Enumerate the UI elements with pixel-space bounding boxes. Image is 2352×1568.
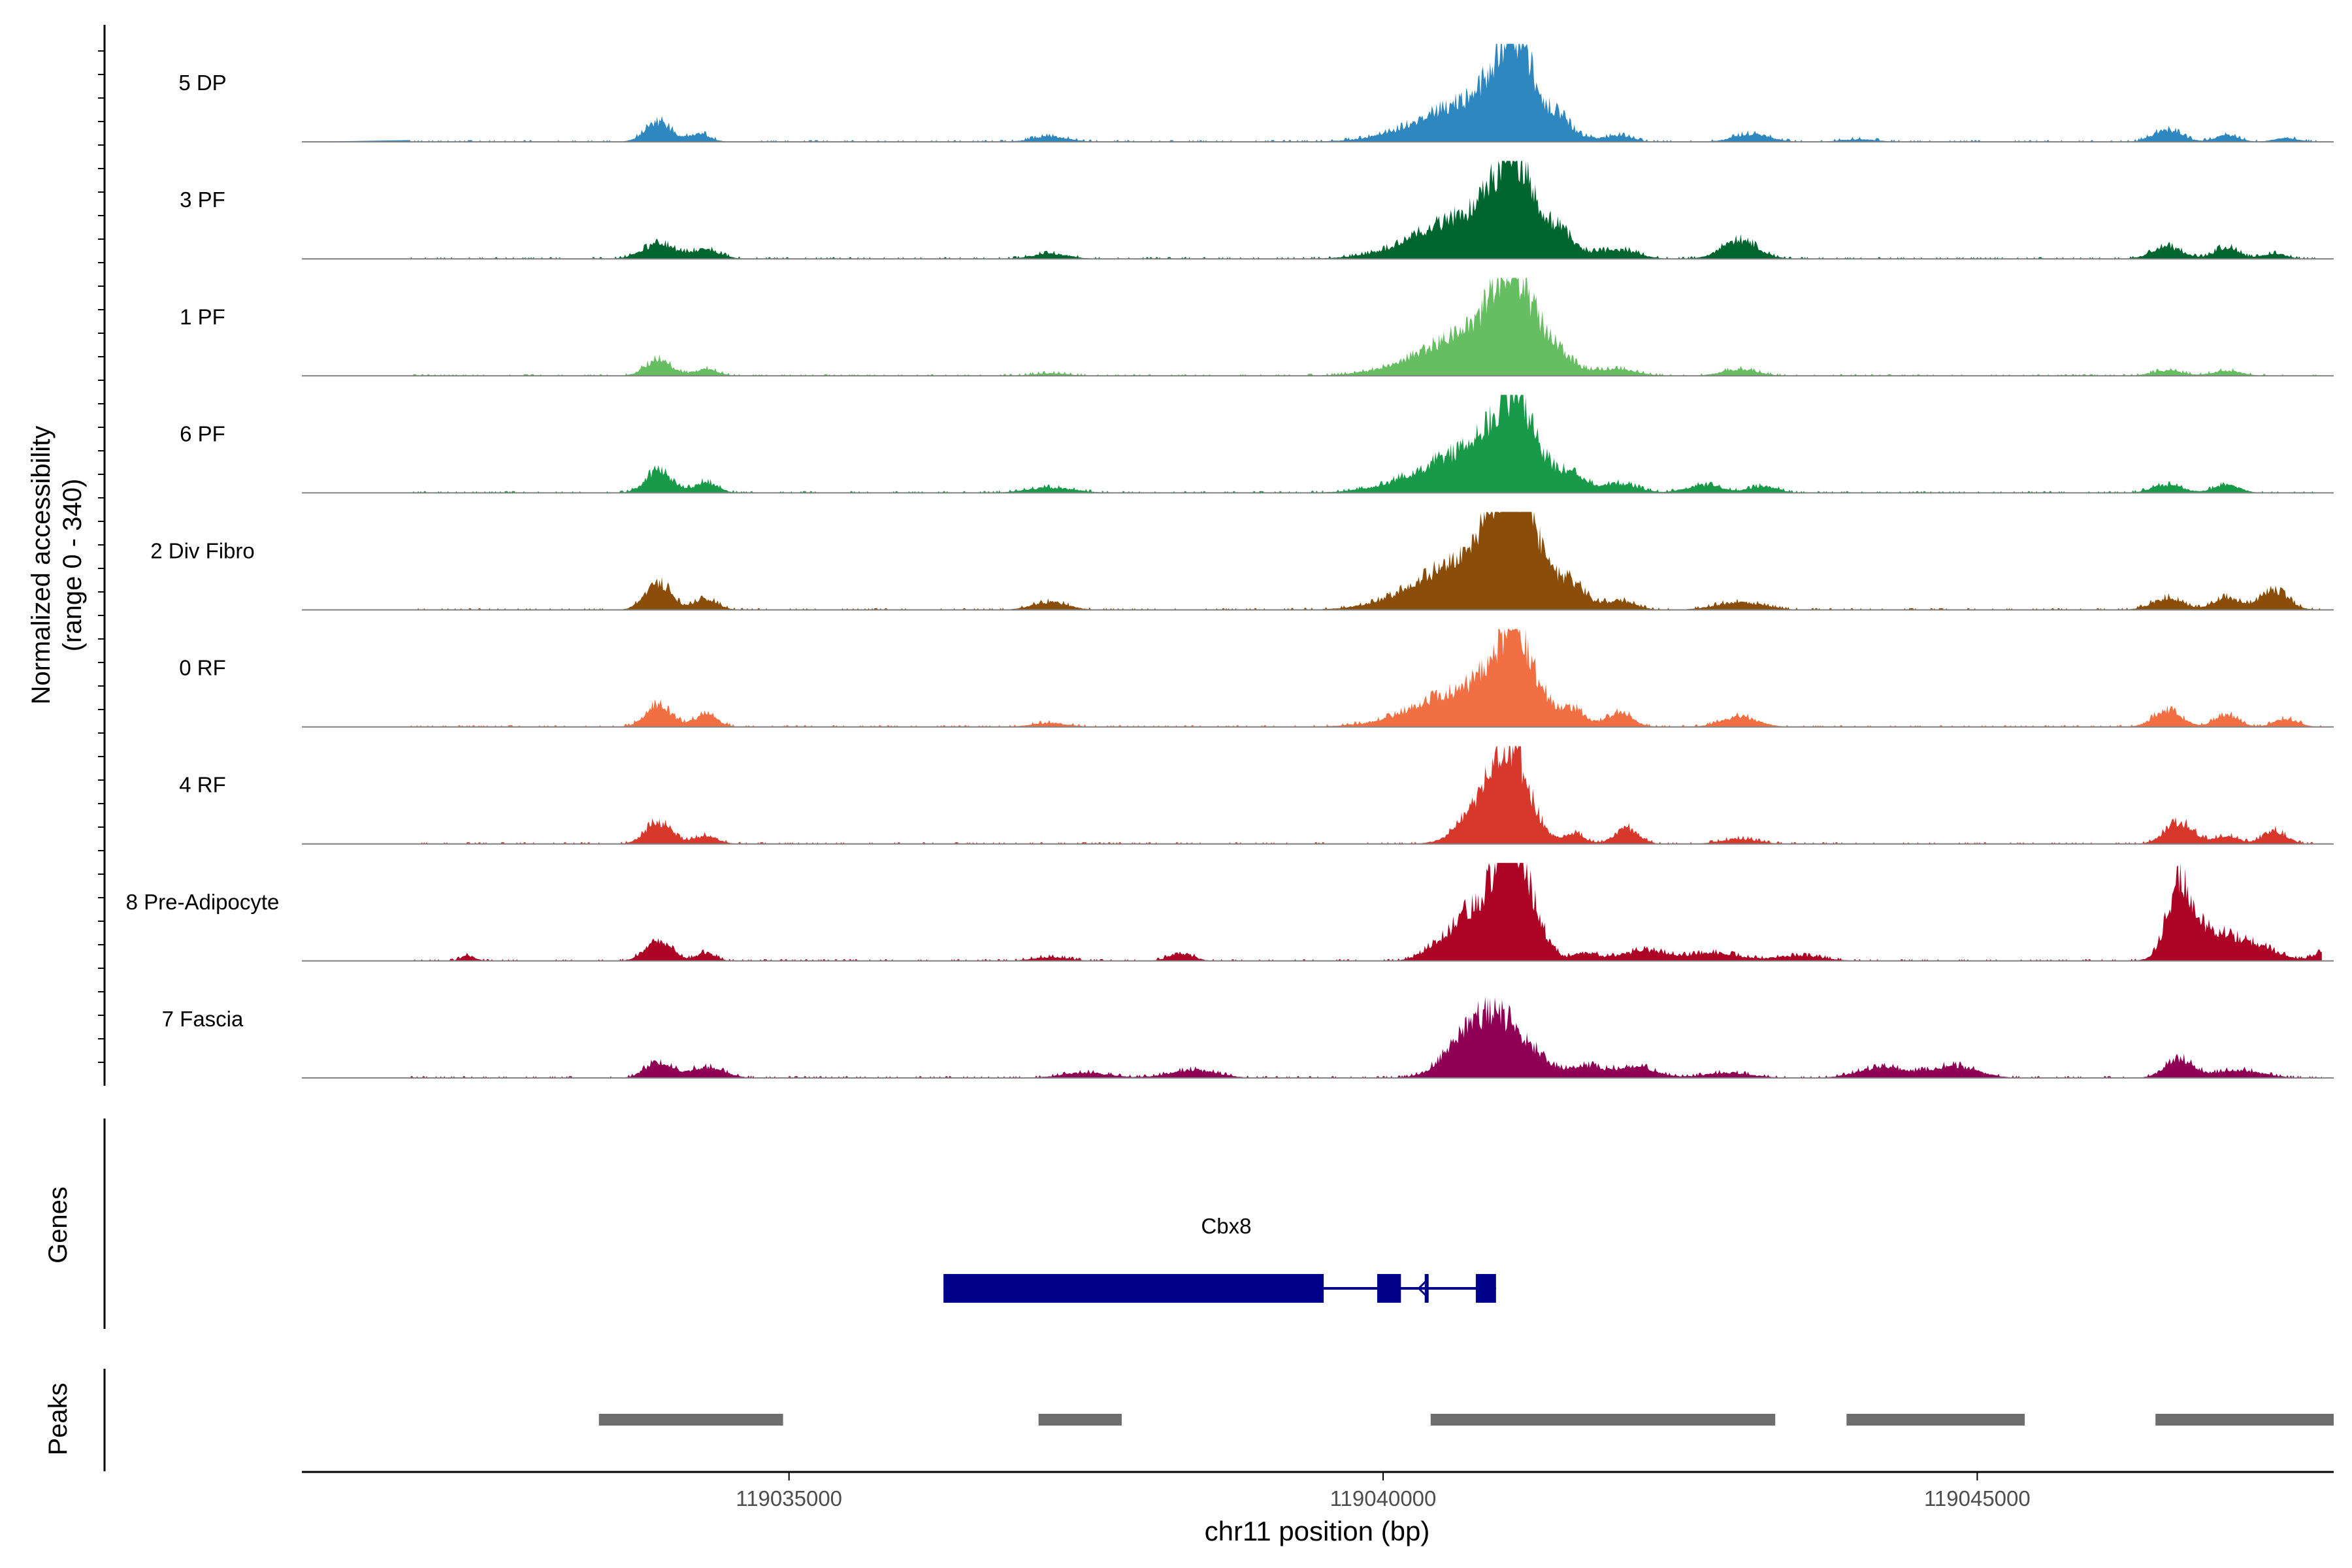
gene-exon — [1424, 1274, 1429, 1303]
peaks-panel-label: Peaks — [44, 1382, 73, 1455]
x-tick-label: 119040000 — [1330, 1486, 1437, 1511]
track-0-rf: 0 RF — [179, 629, 2334, 728]
track-label: 5 DP — [178, 71, 226, 95]
track-1-pf: 1 PF — [180, 278, 2334, 377]
peak-region — [1846, 1414, 2025, 1426]
track-label: 2 Div Fibro — [150, 539, 255, 563]
track-7-fascia: 7 Fascia — [162, 996, 2334, 1079]
gene-name-label: Cbx8 — [1201, 1214, 1251, 1238]
track-label: 3 PF — [180, 188, 225, 212]
x-tick-label: 119045000 — [1924, 1486, 2031, 1511]
track-label: 0 RF — [179, 656, 226, 680]
x-axis-title: chr11 position (bp) — [1205, 1516, 1430, 1546]
y-axis-title-line1: Normalized accessibility — [27, 426, 56, 705]
peak-region — [598, 1414, 783, 1426]
genes-panel-label: Genes — [44, 1186, 73, 1264]
track-5-dp: 5 DP — [178, 44, 2334, 143]
track-label: 6 PF — [180, 421, 225, 446]
gene-exon — [1475, 1274, 1496, 1303]
x-axis: 119035000 119040000 119045000 — [302, 1471, 2334, 1511]
track-label: 8 Pre-Adipocyte — [126, 890, 280, 914]
strand-arrow — [1417, 1278, 1429, 1299]
track-label: 4 RF — [179, 773, 226, 797]
gene-track: Cbx8 — [103, 1119, 1496, 1329]
track-3-pf: 3 PF — [180, 161, 2334, 260]
track-2-div-fibro: 2 Div Fibro — [150, 512, 2334, 611]
peak-region — [2155, 1414, 2334, 1426]
track-8-pre-adipocyte: 8 Pre-Adipocyte — [126, 862, 2334, 962]
track-label: 7 Fascia — [162, 1007, 244, 1031]
track-6-pf: 6 PF — [180, 395, 2334, 494]
peak-region — [1038, 1414, 1122, 1426]
y-axis-title-line2: (range 0 - 340) — [58, 479, 87, 652]
coverage-tracks: 5 DP 3 PF 1 PF 6 PF 2 Div Fibro 0 RF 4 RF 8 Pre… — [98, 25, 2334, 1086]
gene-exon — [1377, 1274, 1401, 1303]
peaks-track — [103, 1369, 2334, 1471]
gene-exon — [943, 1274, 1324, 1303]
x-tick-label: 119035000 — [736, 1486, 842, 1511]
peak-region — [1430, 1414, 1776, 1426]
track-4-rf: 4 RF — [179, 745, 2334, 845]
track-label: 1 PF — [180, 304, 225, 329]
